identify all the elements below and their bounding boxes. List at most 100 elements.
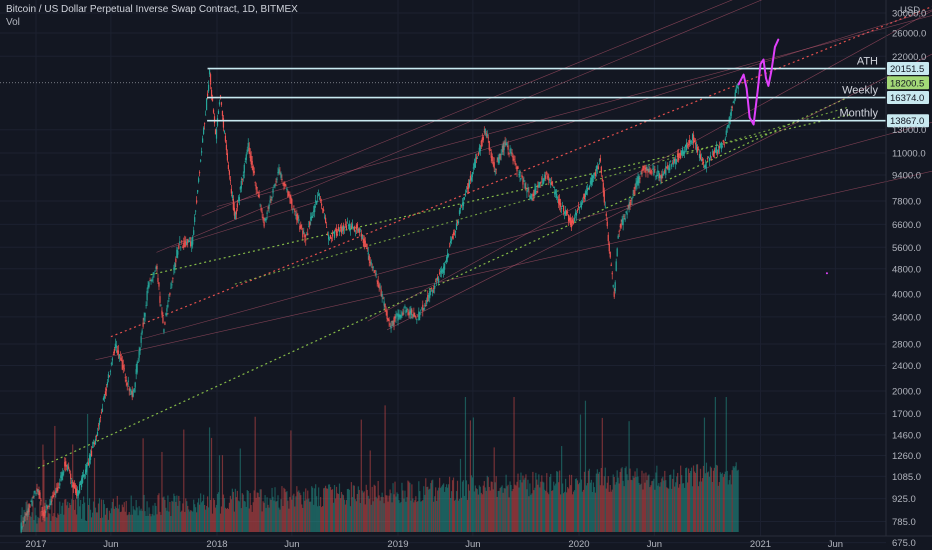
candle-body: [149, 280, 151, 282]
volume-bar: [504, 488, 506, 532]
volume-bar: [661, 478, 663, 532]
projection-path[interactable]: [737, 38, 780, 126]
candle-body: [311, 216, 313, 219]
volume-bar: [544, 489, 546, 532]
volume-bar: [507, 484, 509, 532]
volume-bar: [216, 493, 219, 532]
volume-bar: [266, 497, 268, 532]
volume-bar: [204, 509, 207, 532]
candle-body: [371, 266, 373, 268]
volume-bar: [368, 498, 370, 532]
candle-body: [249, 152, 251, 159]
time-tick-label: 2018: [206, 539, 227, 550]
time-axis[interactable]: 2017 Jun 2018 Jun 2019 Jun 2020 Jun 2021 Jun: [25, 539, 843, 550]
volume-bar: [733, 467, 735, 532]
candle-body: [477, 152, 479, 156]
volume-bar: [514, 484, 516, 532]
candle-body: [164, 321, 166, 325]
candle-body: [390, 325, 392, 329]
candle-body: [55, 490, 57, 494]
volume-bar: [588, 468, 591, 532]
volume-bar: [345, 500, 348, 532]
volume-bar: [56, 517, 58, 532]
candle-body: [41, 510, 43, 512]
candle-body: [256, 187, 258, 189]
volume-bar: [200, 493, 202, 532]
volume-bar: [50, 520, 52, 532]
candle-body: [200, 160, 202, 162]
candle-body: [414, 315, 416, 317]
candle-body: [201, 151, 203, 153]
candle-body: [332, 232, 335, 234]
candle-body: [422, 304, 424, 312]
volume-bar: [171, 500, 173, 532]
volume-indicator-label[interactable]: Vol: [6, 17, 20, 28]
volume-bar: [164, 499, 166, 532]
candle-body: [211, 97, 214, 102]
candle-body: [133, 388, 135, 392]
candle-body: [581, 201, 584, 203]
candle-body: [308, 226, 310, 228]
candle-body: [61, 472, 63, 481]
volume-bar: [142, 438, 144, 532]
volume-bar: [666, 487, 668, 532]
price-axis[interactable]: 30000.026000.022000.018200.513000.011000…: [887, 9, 929, 550]
volume-bar: [201, 502, 203, 532]
price-tick-label: 1260.0: [892, 451, 921, 462]
candle-body: [658, 171, 660, 179]
volume-bar: [58, 514, 60, 532]
volume-bar: [685, 468, 687, 532]
candle-body: [446, 253, 449, 259]
volume-bar: [67, 501, 69, 532]
candle-body: [709, 155, 712, 158]
candle-body: [327, 234, 330, 240]
volume-bar: [567, 488, 570, 532]
volume-bar: [202, 500, 204, 532]
candle-body: [591, 175, 593, 183]
volume-bar: [316, 496, 318, 532]
candle-body: [509, 148, 511, 152]
volume-bar: [437, 490, 439, 532]
volume-bar: [620, 468, 622, 532]
candle-body: [277, 172, 279, 174]
candle-body: [155, 266, 157, 270]
volume-bar: [491, 481, 493, 532]
candle-body: [171, 284, 173, 286]
volume-bar: [246, 490, 248, 532]
candle-body: [501, 149, 503, 151]
volume-bar: [188, 509, 190, 532]
volume-bar: [397, 493, 399, 532]
candle-body: [143, 317, 145, 321]
level-label: ATH: [857, 56, 878, 68]
volume-bar: [210, 437, 213, 532]
volume-bar: [156, 514, 158, 532]
volume-bar: [284, 489, 286, 532]
candle-body: [159, 296, 161, 303]
volume-bar: [310, 501, 312, 532]
candle-body: [199, 172, 201, 174]
candle-body: [38, 491, 40, 495]
volume-bar: [407, 480, 409, 532]
candle-body: [366, 248, 368, 249]
candle-body: [621, 219, 623, 222]
volume-bar: [278, 507, 280, 532]
candle-body: [368, 255, 370, 261]
volume-bar: [565, 478, 567, 532]
candle-body: [655, 175, 657, 177]
candle-body: [377, 281, 379, 285]
candle-body: [661, 174, 663, 179]
volume-bar: [418, 481, 420, 532]
volume-bar: [569, 485, 572, 532]
volume-bar: [280, 499, 282, 532]
candle-body: [111, 358, 113, 361]
candle-body: [545, 175, 547, 180]
price-tick-label: 1700.0: [892, 409, 921, 420]
candle-body: [26, 511, 28, 516]
volume-bar: [592, 482, 594, 532]
candle-body: [163, 329, 165, 333]
time-tick-label: Jun: [284, 539, 299, 550]
volume-bar: [170, 516, 172, 532]
candle-body: [425, 305, 427, 307]
